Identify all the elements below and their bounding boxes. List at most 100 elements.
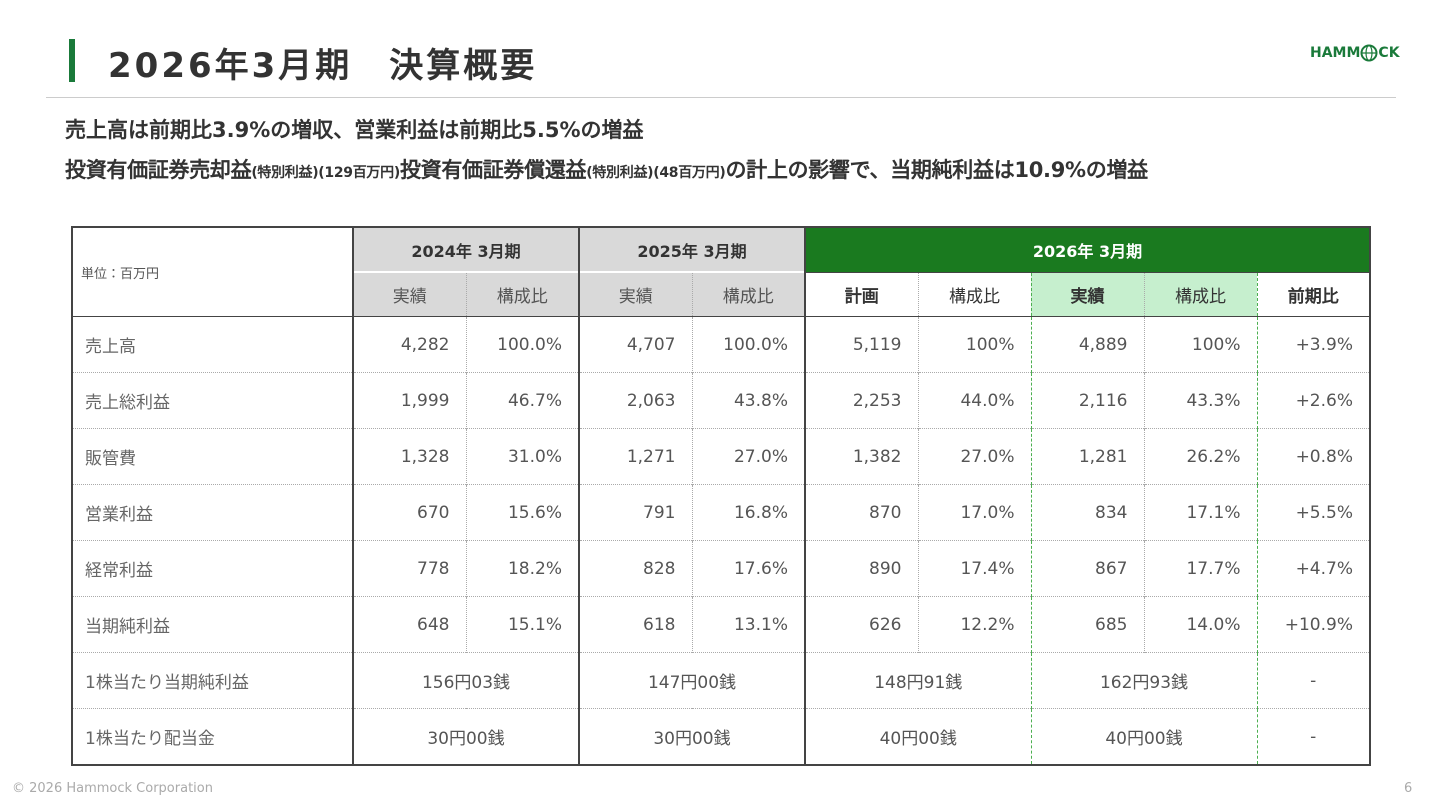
- table-row: 1株当たり当期純利益 156円03銭 147円00銭 148円91銭 162円93銭 -: [71, 652, 1370, 709]
- table-cell: 46.7%: [465, 372, 579, 429]
- table-cell: 30円00銭: [352, 708, 579, 765]
- table-cell: 17.0%: [917, 484, 1031, 541]
- table-cell: 15.6%: [465, 484, 579, 541]
- table-cell: 2,063: [578, 372, 692, 429]
- table-cell: 162円93銭: [1030, 652, 1257, 709]
- logo-globe: [1360, 44, 1378, 62]
- table-cell: 26.2%: [1143, 428, 1257, 485]
- table-cell: 31.0%: [465, 428, 579, 485]
- table-cell: 100%: [1143, 316, 1257, 373]
- table-cell: 5,119: [804, 316, 918, 373]
- table-cell: 43.8%: [691, 372, 805, 429]
- table-cell: 27.0%: [691, 428, 805, 485]
- summary-segment: (特別利益)(48百万円): [586, 165, 726, 181]
- table-cell: 1,382: [804, 428, 918, 485]
- column-header: 実績: [1030, 271, 1144, 317]
- row-label: 当期純利益: [71, 596, 353, 653]
- summary-segment: 投資有価証券償還益: [399, 158, 587, 182]
- table-cell: 778: [352, 540, 466, 597]
- table-cell: 17.1%: [1143, 484, 1257, 541]
- table-cell: 834: [1030, 484, 1144, 541]
- column-header: 構成比: [917, 271, 1031, 317]
- title-bar: [69, 39, 75, 82]
- column-header: 実績: [578, 271, 692, 317]
- row-label: 営業利益: [71, 484, 353, 541]
- table-cell: 1,281: [1030, 428, 1144, 485]
- table-cell: +4.7%: [1256, 540, 1370, 597]
- table-cell: 791: [578, 484, 692, 541]
- table-row: 1株当たり配当金 30円00銭 30円00銭 40円00銭 40円00銭 -: [71, 708, 1370, 765]
- table-cell: 17.7%: [1143, 540, 1257, 597]
- table-cell: 16.8%: [691, 484, 805, 541]
- table-cell: -: [1256, 652, 1370, 709]
- table-cell: 14.0%: [1143, 596, 1257, 653]
- table-cell: +2.6%: [1256, 372, 1370, 429]
- period-header: 2026年 3月期: [804, 227, 1370, 272]
- table-cell: -: [1256, 708, 1370, 765]
- table-cell: 890: [804, 540, 918, 597]
- table-row: 当期純利益 648 15.1% 618 13.1% 626 12.2% 685 14.0% +10…: [71, 596, 1370, 653]
- table-cell: 44.0%: [917, 372, 1031, 429]
- copyright: © 2026 Hammock Corporation: [12, 781, 213, 796]
- table-cell: 27.0%: [917, 428, 1031, 485]
- row-label: 1株当たり配当金: [71, 708, 353, 765]
- table-cell: 30円00銭: [578, 708, 805, 765]
- table-cell: 648: [352, 596, 466, 653]
- table-cell: 100.0%: [691, 316, 805, 373]
- table-cell: 40円00銭: [1030, 708, 1257, 765]
- table-cell: 828: [578, 540, 692, 597]
- period-header: 2024年 3月期: [352, 227, 579, 272]
- summary-segment: の計上の影響で、当期純利益は10.9%の増益: [725, 158, 1148, 182]
- table-cell: 2,253: [804, 372, 918, 429]
- table-cell: +0.8%: [1256, 428, 1370, 485]
- table-cell: +10.9%: [1256, 596, 1370, 653]
- table-cell: 17.6%: [691, 540, 805, 597]
- column-header: 構成比: [1143, 271, 1257, 317]
- summary-line: 売上高は前期比3.9%の増収、営業利益は前期比5.5%の増益: [65, 118, 644, 142]
- slide-title: 2026年3月期 決算概要: [108, 46, 538, 86]
- table-row: 経常利益 778 18.2% 828 17.6% 890 17.4% 867 17.7% +4.7…: [71, 540, 1370, 597]
- column-header: 実績: [352, 271, 466, 317]
- table-cell: 100.0%: [465, 316, 579, 373]
- row-label: 1株当たり当期純利益: [71, 652, 353, 709]
- period-header: 2025年 3月期: [578, 227, 805, 272]
- column-header: 構成比: [691, 271, 805, 317]
- table-cell: 148円91銭: [804, 652, 1031, 709]
- row-label: 販管費: [71, 428, 353, 485]
- unit-label: 単位：百万円: [71, 227, 353, 317]
- logo-text: CK: [1378, 45, 1400, 61]
- table-cell: 626: [804, 596, 918, 653]
- table-cell: 12.2%: [917, 596, 1031, 653]
- logo-text: HAMM: [1310, 45, 1361, 61]
- table-cell: +3.9%: [1256, 316, 1370, 373]
- table-cell: 40円00銭: [804, 708, 1031, 765]
- table-cell: 4,889: [1030, 316, 1144, 373]
- column-header: 計画: [804, 271, 918, 317]
- table-cell: +5.5%: [1256, 484, 1370, 541]
- row-label: 売上高: [71, 316, 353, 373]
- column-header: 構成比: [465, 271, 579, 317]
- table-cell: 618: [578, 596, 692, 653]
- summary-line: 投資有価証券売却益(特別利益)(129百万円)投資有価証券償還益(特別利益)(4…: [65, 154, 1148, 184]
- table-cell: 1,999: [352, 372, 466, 429]
- table-cell: 867: [1030, 540, 1144, 597]
- table-cell: 870: [804, 484, 918, 541]
- logo: HAMM CK: [1310, 44, 1400, 62]
- table-row: 販管費 1,328 31.0% 1,271 27.0% 1,382 27.0% 1,281 26…: [71, 428, 1370, 485]
- summary-segment: (特別利益)(129百万円): [251, 165, 400, 181]
- table-cell: 1,328: [352, 428, 466, 485]
- table-cell: 43.3%: [1143, 372, 1257, 429]
- table-cell: 100%: [917, 316, 1031, 373]
- table-row: 売上総利益 1,999 46.7% 2,063 43.8% 2,253 44.0% 2,116…: [71, 372, 1370, 429]
- row-label: 経常利益: [71, 540, 353, 597]
- row-label: 売上総利益: [71, 372, 353, 429]
- table-cell: 17.4%: [917, 540, 1031, 597]
- table-cell: 13.1%: [691, 596, 805, 653]
- table-cell: 18.2%: [465, 540, 579, 597]
- table-row: 売上高 4,282 100.0% 4,707 100.0% 5,119 100% 4,889 1…: [71, 316, 1370, 373]
- table-cell: 685: [1030, 596, 1144, 653]
- table-cell: 670: [352, 484, 466, 541]
- table-cell: 1,271: [578, 428, 692, 485]
- table-cell: 4,707: [578, 316, 692, 373]
